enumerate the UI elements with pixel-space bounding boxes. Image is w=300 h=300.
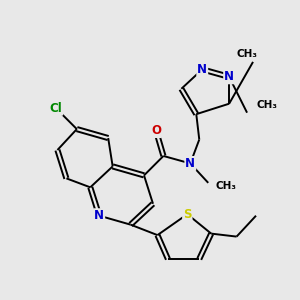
- Text: CH₃: CH₃: [236, 49, 257, 59]
- Text: CH₃: CH₃: [256, 100, 277, 110]
- Text: Cl: Cl: [50, 102, 62, 115]
- Text: N: N: [197, 63, 207, 76]
- Text: CH₃: CH₃: [216, 182, 237, 191]
- Text: O: O: [151, 124, 161, 137]
- Text: N: N: [94, 209, 104, 222]
- Text: S: S: [183, 208, 192, 221]
- Text: N: N: [224, 70, 234, 83]
- Text: N: N: [185, 157, 195, 170]
